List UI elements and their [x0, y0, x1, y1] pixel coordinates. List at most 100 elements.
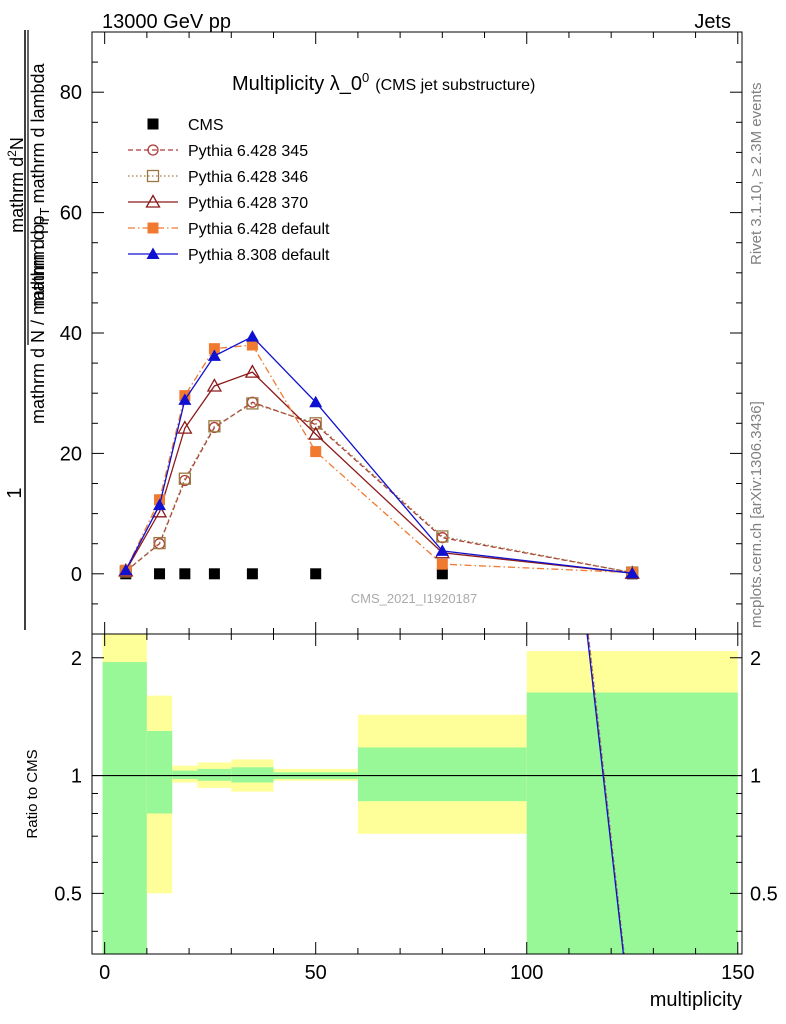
- ratio-curve-2: [586, 633, 625, 955]
- legend-entry-3: Pythia 6.428 370: [128, 194, 308, 212]
- ylabel-n2-tail: N: [7, 137, 27, 150]
- ratio-band-green-3: [197, 768, 232, 781]
- ratio-band-green-7: [526, 692, 738, 954]
- ratio-plot-frame: [91, 633, 743, 955]
- x-axis-label: multiplicity: [650, 989, 742, 1011]
- ratio-curve-1: [587, 633, 625, 955]
- y-tick-label: 0: [71, 564, 82, 586]
- ratio-tick-label-right: 0.5: [750, 883, 778, 905]
- ratio-tick-label-right: 2: [750, 648, 761, 670]
- ylabel-d1: mathrm d N / mathrm d p: [28, 224, 48, 424]
- ratio-band-green-2: [172, 770, 198, 779]
- series-3-point-5: [308, 426, 324, 440]
- ratio-band-green-6: [357, 747, 527, 802]
- y-axis-label: 1 mathrm d N / mathrm d pT mathrm d2N ma…: [4, 30, 52, 630]
- series-4-point-3: [208, 343, 220, 355]
- series-0-point-6: [436, 568, 448, 580]
- series-4: [120, 339, 638, 579]
- series-5: [119, 330, 639, 579]
- legend-marker-0: [147, 118, 159, 130]
- series-0-point-5: [310, 568, 322, 580]
- series-5-point-4: [245, 330, 259, 342]
- series-3-point-3: [206, 378, 223, 392]
- series-2: [119, 397, 639, 579]
- series-5-point-3: [207, 349, 221, 361]
- ratio-uncertainty-bands: [92, 634, 742, 954]
- y-tick-label: 40: [60, 323, 82, 345]
- x-tick-label: 0: [99, 962, 110, 984]
- ratio-band-green-0: [102, 662, 147, 954]
- legend-marker-2: [146, 169, 160, 183]
- series-3-point-2: [177, 420, 193, 434]
- x-tick-label: 150: [721, 962, 754, 984]
- series-0-point-1: [154, 568, 166, 580]
- series-3-point-4: [244, 364, 261, 378]
- legend-label-2: Pythia 6.428 346: [188, 169, 308, 186]
- series-2-point-2: [178, 472, 192, 485]
- legend-marker-3: [145, 194, 161, 208]
- mcplots-label: mcplots.cern.ch [arXiv:1306.3436]: [748, 401, 765, 628]
- series-line-5: [125, 335, 633, 574]
- legend-label-5: Pythia 8.308 default: [188, 247, 330, 264]
- x-tick-label: 100: [510, 962, 543, 984]
- series-line-1: [125, 401, 633, 574]
- series-4-point-5: [310, 446, 322, 458]
- y-tick-label: 80: [60, 82, 82, 104]
- rivet-label: Rivet 3.1.10, ≥ 2.3M events: [748, 83, 765, 266]
- ratio-tick-label-right: 1: [750, 766, 761, 788]
- chart-title-sup: 0: [362, 70, 369, 85]
- x-tick-label: 50: [305, 962, 327, 984]
- legend-label-0: CMS: [188, 117, 224, 134]
- legend-entry-2: Pythia 6.428 346: [128, 169, 308, 186]
- energy-label: 13000 GeV pp: [102, 11, 231, 33]
- ratio-curves-layer: [586, 633, 625, 955]
- series-line-2: [125, 402, 633, 574]
- series-5-point-5: [309, 395, 323, 408]
- series-0-point-4: [246, 568, 258, 580]
- legend-entry-1: Pythia 6.428 345: [128, 143, 308, 160]
- legend-entry-4: Pythia 6.428 default: [128, 221, 330, 238]
- chart-title-sub: (CMS jet substructure): [375, 77, 535, 94]
- series-5-point-7: [625, 566, 639, 579]
- ylabel-denominator-1: mathrm d N / mathrm d pT: [28, 216, 52, 424]
- ratio-y-axis-label: Ratio to CMS: [24, 749, 41, 838]
- ylabel-n2: mathrm d: [7, 157, 27, 233]
- ratio-band-green-1: [146, 730, 173, 814]
- ratio-tick-label-left: 1: [71, 766, 82, 788]
- series-2-point-3: [208, 420, 221, 433]
- ylabel-numerator-1: 1: [4, 487, 26, 498]
- ratio-tick-label-left: 2: [71, 648, 82, 670]
- legend-marker-5: [146, 247, 160, 259]
- ylabel-d2: mathrm d p: [28, 215, 48, 306]
- series-5-point-0: [119, 563, 133, 576]
- chart-title-main: Multiplicity λ_0: [232, 73, 362, 95]
- legend-label-4: Pythia 6.428 default: [188, 221, 330, 238]
- legend-entry-0: CMS: [147, 117, 224, 134]
- series-2-point-4: [246, 397, 259, 410]
- ylabel-n2-sup: 2: [5, 150, 19, 157]
- series-5-point-1: [153, 498, 167, 511]
- series-5-point-2: [178, 393, 192, 405]
- y-tick-label: 60: [60, 203, 82, 225]
- series-0-point-2: [179, 568, 191, 580]
- legend-label-1: Pythia 6.428 345: [188, 143, 308, 160]
- series-line-3: [125, 371, 633, 574]
- series-2-point-1: [153, 536, 166, 550]
- series-4-point-6: [436, 558, 448, 570]
- series-2-point-6: [436, 530, 449, 543]
- ylabel-d2-tail: mathrm d lambda: [28, 62, 48, 203]
- series-0: [120, 568, 638, 580]
- ylabel-d2-sub: T: [37, 207, 52, 215]
- series-3: [118, 364, 640, 579]
- ratio-band-green-4: [231, 767, 274, 783]
- axes-layer: 0 20 40 60 80 0 50 100 150 0.5 0.5 1 1 2 2: [54, 31, 778, 984]
- y-tick-label: 20: [60, 443, 82, 465]
- ylabel-numerator-2: mathrm d2N: [5, 137, 27, 233]
- legend: CMS Pythia 6.428 345 Pythia 6.428 346 Pythi…: [128, 117, 330, 264]
- series-4-point-4: [246, 339, 258, 351]
- series-1: [120, 396, 638, 579]
- analysis-watermark: CMS_2021_I1920187: [351, 591, 478, 606]
- ylabel-denominator-2: mathrm d pTmathrm d lambda: [28, 62, 52, 306]
- legend-marker-1: [147, 144, 159, 156]
